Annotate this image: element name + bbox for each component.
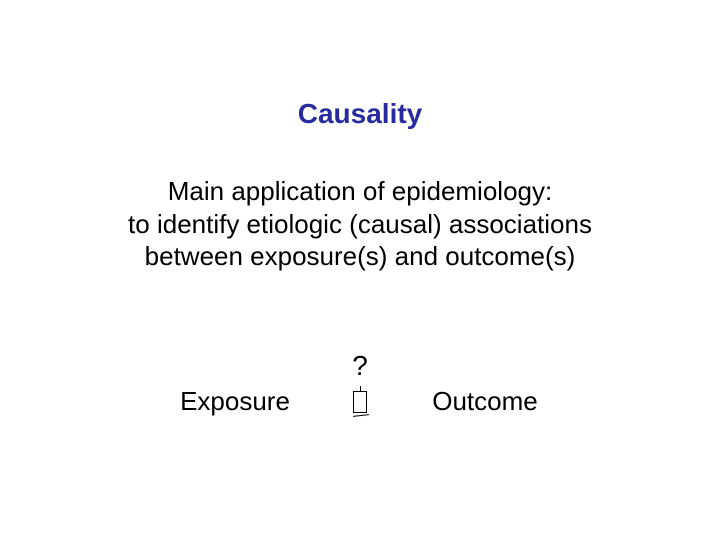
- diagram-row: Exposure Outcome: [0, 386, 720, 417]
- question-mark: ?: [0, 350, 720, 382]
- body-line-2: to identify etiologic (causal) associati…: [0, 208, 720, 241]
- slide: Causality Main application of epidemiolo…: [0, 0, 720, 540]
- body-line-1: Main application of epidemiology:: [0, 175, 720, 208]
- outcome-label: Outcome: [375, 386, 595, 417]
- diagram: ? Exposure Outcome: [0, 350, 720, 417]
- exposure-label: Exposure: [125, 386, 345, 417]
- slide-title: Causality: [0, 98, 720, 130]
- body-text: Main application of epidemiology: to ide…: [0, 175, 720, 273]
- body-line-3: between exposure(s) and outcome(s): [0, 240, 720, 273]
- arrow-icon: [345, 391, 375, 413]
